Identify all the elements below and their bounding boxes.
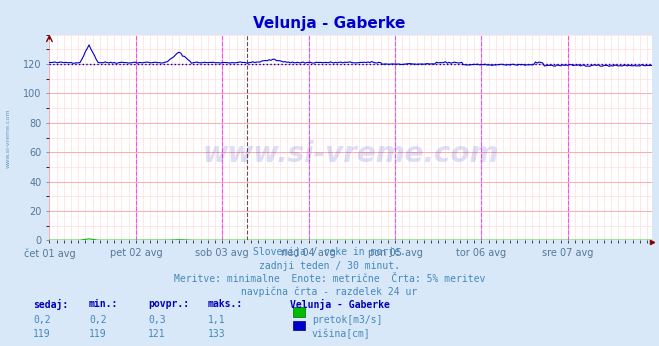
Text: 119: 119 (89, 329, 107, 339)
Text: povpr.:: povpr.: (148, 299, 189, 309)
Text: Slovenija / reke in morje.: Slovenija / reke in morje. (253, 247, 406, 257)
Text: pretok[m3/s]: pretok[m3/s] (312, 315, 382, 325)
Text: 0,3: 0,3 (148, 315, 166, 325)
Text: zadnji teden / 30 minut.: zadnji teden / 30 minut. (259, 261, 400, 271)
Text: 0,2: 0,2 (33, 315, 51, 325)
Text: maks.:: maks.: (208, 299, 243, 309)
Text: višina[cm]: višina[cm] (312, 329, 370, 339)
Text: 119: 119 (33, 329, 51, 339)
Text: sedaj:: sedaj: (33, 299, 68, 310)
Text: 0,2: 0,2 (89, 315, 107, 325)
Text: Meritve: minimalne  Enote: metrične  Črta: 5% meritev: Meritve: minimalne Enote: metrične Črta:… (174, 274, 485, 284)
Text: 133: 133 (208, 329, 225, 339)
Text: min.:: min.: (89, 299, 119, 309)
Text: navpična črta - razdelek 24 ur: navpična črta - razdelek 24 ur (241, 287, 418, 297)
Text: www.si-vreme.com: www.si-vreme.com (5, 109, 11, 168)
Text: 121: 121 (148, 329, 166, 339)
Text: www.si-vreme.com: www.si-vreme.com (203, 140, 499, 168)
Text: 1,1: 1,1 (208, 315, 225, 325)
Text: Velunja - Gaberke: Velunja - Gaberke (253, 16, 406, 30)
Text: Velunja - Gaberke: Velunja - Gaberke (290, 299, 390, 310)
